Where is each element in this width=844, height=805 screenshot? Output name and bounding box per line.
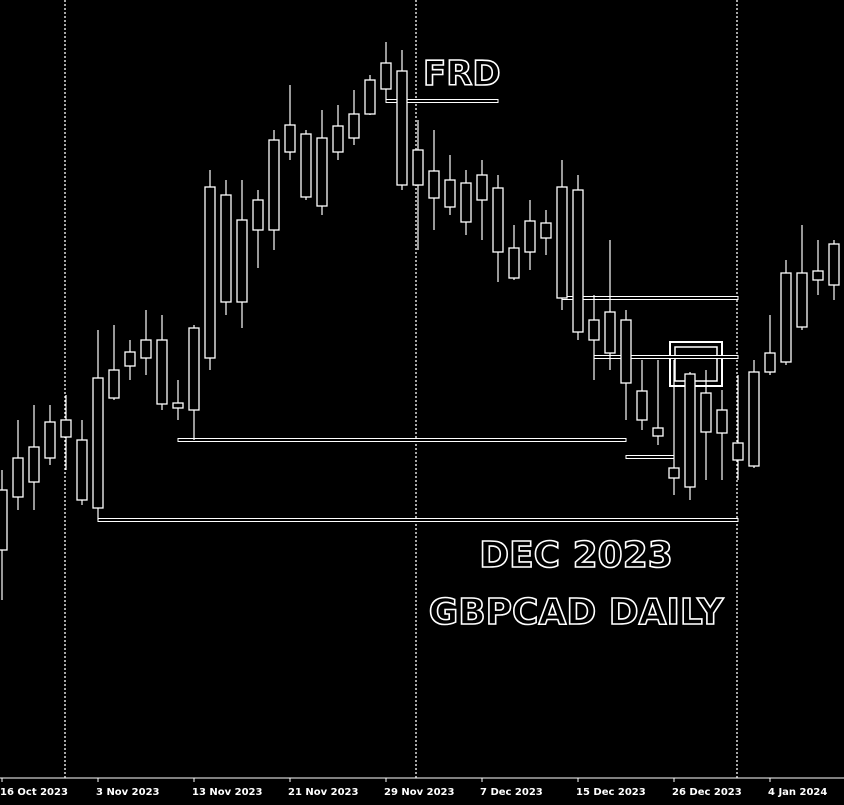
candle-body (60, 419, 72, 438)
level-line (561, 296, 739, 300)
candle-body (684, 373, 696, 488)
candle-body (588, 319, 600, 341)
candle-body (524, 220, 536, 253)
candles (0, 42, 840, 600)
candle-body (364, 79, 376, 115)
level-line (385, 99, 499, 103)
candle-body (0, 489, 8, 551)
candle-body (348, 113, 360, 139)
candle-body (140, 339, 152, 359)
candle-body (220, 194, 232, 303)
period-separators (64, 0, 738, 778)
candle-body (188, 327, 200, 411)
candle-body (444, 179, 456, 208)
candle-body (396, 70, 408, 186)
candle-body (508, 247, 520, 279)
candle-body (156, 339, 168, 405)
candle-body (700, 392, 712, 433)
candle-body (572, 189, 584, 333)
candle-body (428, 170, 440, 199)
candle-body (92, 377, 104, 509)
candle-body (380, 62, 392, 90)
candle-body (764, 352, 776, 373)
level-line (625, 455, 675, 459)
level-line (593, 355, 739, 359)
candle-body (460, 182, 472, 223)
candle-body (412, 149, 424, 186)
candle-body (636, 390, 648, 421)
x-tick-label: 26 Dec 2023 (672, 787, 742, 798)
candle-body (12, 457, 24, 498)
candle-body (44, 421, 56, 459)
x-tick-label: 3 Nov 2023 (96, 787, 160, 798)
candle-body (172, 402, 184, 409)
candle-body (476, 174, 488, 201)
candle-body (252, 199, 264, 231)
x-tick-label: 13 Nov 2023 (192, 787, 263, 798)
candle-body (796, 272, 808, 328)
x-tick-label: 7 Dec 2023 (480, 787, 543, 798)
candle-body (76, 439, 88, 501)
x-tick-label: 15 Dec 2023 (576, 787, 646, 798)
zone-inner (674, 346, 718, 382)
annotation: DEC 2023 (479, 535, 673, 576)
candle-body (540, 222, 552, 239)
annotation: GBPCAD DAILY (429, 592, 725, 633)
candle-body (828, 243, 840, 286)
candle-body (652, 427, 664, 437)
level-line (177, 438, 627, 442)
zone-outer (669, 341, 723, 387)
candle-body (108, 369, 120, 399)
level-line (97, 518, 739, 522)
x-tick-label: 29 Nov 2023 (384, 787, 455, 798)
candle-body (28, 446, 40, 483)
candle-body (124, 351, 136, 367)
candle-body (556, 186, 568, 299)
candle-body (780, 272, 792, 363)
candle-body (492, 187, 504, 253)
candle-body (812, 270, 824, 281)
x-tick-label: 16 Oct 2023 (0, 787, 68, 798)
x-tick-label: 4 Jan 2024 (768, 787, 827, 798)
candle-body (332, 125, 344, 153)
candle-body (236, 219, 248, 303)
candle-body (668, 467, 680, 479)
candle-body (316, 137, 328, 207)
candle-body (268, 139, 280, 231)
candle-body (284, 124, 296, 153)
candle-body (604, 311, 616, 354)
candle-body (620, 319, 632, 384)
candle-body (748, 371, 760, 467)
x-tick-label: 21 Nov 2023 (288, 787, 359, 798)
annotation: FRD (423, 54, 501, 94)
candle-body (204, 186, 216, 359)
zone-box (669, 341, 723, 387)
candle-body (300, 133, 312, 198)
candle-body (716, 409, 728, 434)
candle-body (732, 442, 744, 461)
